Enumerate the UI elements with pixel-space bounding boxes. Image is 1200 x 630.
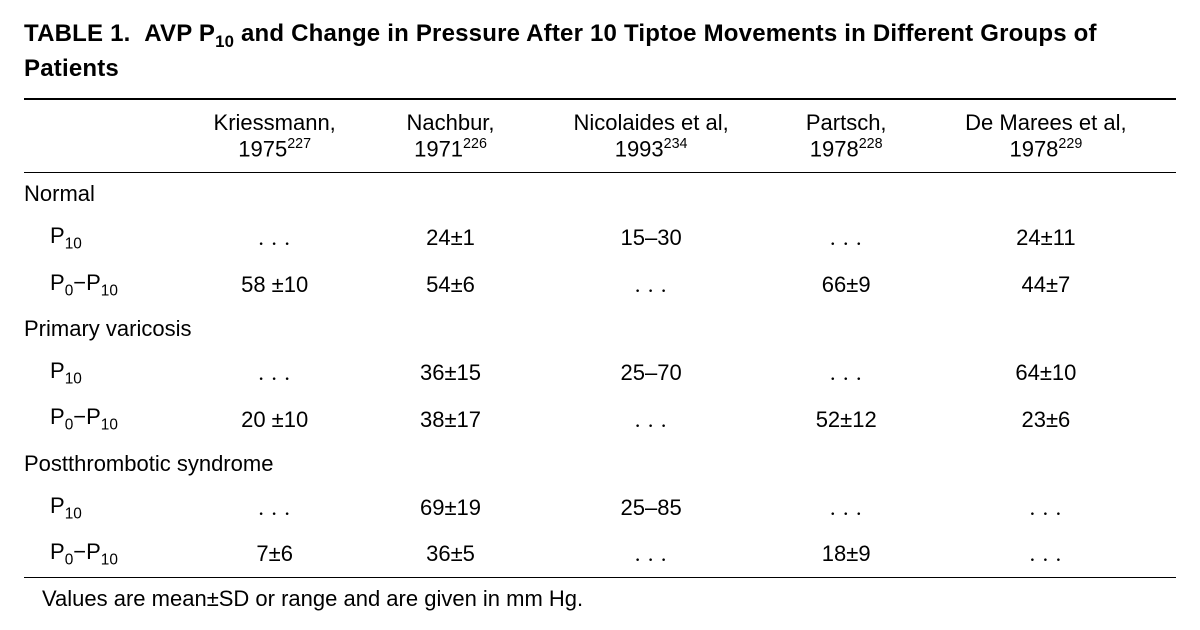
col-header: Partsch,1978228 [777, 99, 916, 173]
table-title: TABLE 1. AVP P10 and Change in Pressure … [24, 18, 1176, 84]
table-cell: 66±9 [777, 262, 916, 308]
table-row: P10. . .24±115–30. . .24±11 [24, 215, 1176, 261]
table-cell: 44±7 [916, 262, 1176, 308]
table-cell: . . . [777, 350, 916, 396]
table-label: TABLE 1. [24, 20, 131, 47]
table-cell: . . . [916, 485, 1176, 531]
table-row: P10. . .36±1525–70. . .64±10 [24, 350, 1176, 396]
table-cell: . . . [777, 215, 916, 261]
table-cell: . . . [916, 531, 1176, 578]
table-cell: 25–85 [526, 485, 777, 531]
table-cell: 36±15 [375, 350, 525, 396]
group-name: Postthrombotic syndrome [24, 443, 1176, 485]
row-label: P10 [24, 485, 174, 531]
col-header: De Marees et al,1978229 [916, 99, 1176, 173]
table-cell: 25–70 [526, 350, 777, 396]
col-header-blank [24, 99, 174, 173]
table-cell: 69±19 [375, 485, 525, 531]
table-cell: . . . [174, 215, 376, 261]
table-cell: . . . [174, 350, 376, 396]
title-sub: 10 [215, 32, 234, 51]
title-before: AVP P [144, 20, 215, 47]
table-cell: 58 ±10 [174, 262, 376, 308]
table-cell: 24±1 [375, 215, 525, 261]
table-cell: 54±6 [375, 262, 525, 308]
table-cell: 38±17 [375, 396, 525, 442]
table-row: P0−P107±636±5. . .18±9. . . [24, 531, 1176, 578]
row-label: P10 [24, 215, 174, 261]
table-cell: 7±6 [174, 531, 376, 578]
table-cell: . . . [526, 531, 777, 578]
table-cell: 36±5 [375, 531, 525, 578]
table-cell: 18±9 [777, 531, 916, 578]
row-label: P10 [24, 350, 174, 396]
table-cell: . . . [174, 485, 376, 531]
col-header: Nicolaides et al,1993234 [526, 99, 777, 173]
header-row: Kriessmann,1975227 Nachbur,1971226 Nicol… [24, 99, 1176, 173]
group-name: Normal [24, 173, 1176, 216]
col-header: Nachbur,1971226 [375, 99, 525, 173]
table-row: P0−P1058 ±1054±6. . .66±944±7 [24, 262, 1176, 308]
group-row: Primary varicosis [24, 308, 1176, 350]
table-cell: 15–30 [526, 215, 777, 261]
table-footnote: Values are mean±SD or range and are give… [24, 578, 1176, 613]
table-row: P10. . .69±1925–85. . .. . . [24, 485, 1176, 531]
row-label: P0−P10 [24, 262, 174, 308]
group-row: Normal [24, 173, 1176, 216]
table-cell: . . . [526, 262, 777, 308]
row-label: P0−P10 [24, 531, 174, 578]
group-name: Primary varicosis [24, 308, 1176, 350]
table-cell: 23±6 [916, 396, 1176, 442]
group-row: Postthrombotic syndrome [24, 443, 1176, 485]
table-cell: 20 ±10 [174, 396, 376, 442]
col-header: Kriessmann,1975227 [174, 99, 376, 173]
row-label: P0−P10 [24, 396, 174, 442]
table-cell: . . . [526, 396, 777, 442]
table-body: NormalP10. . .24±115–30. . .24±11P0−P105… [24, 173, 1176, 578]
data-table: Kriessmann,1975227 Nachbur,1971226 Nicol… [24, 98, 1176, 613]
table-row: P0−P1020 ±1038±17. . .52±1223±6 [24, 396, 1176, 442]
table-cell: 64±10 [916, 350, 1176, 396]
table-cell: . . . [777, 485, 916, 531]
table-cell: 52±12 [777, 396, 916, 442]
table-cell: 24±11 [916, 215, 1176, 261]
